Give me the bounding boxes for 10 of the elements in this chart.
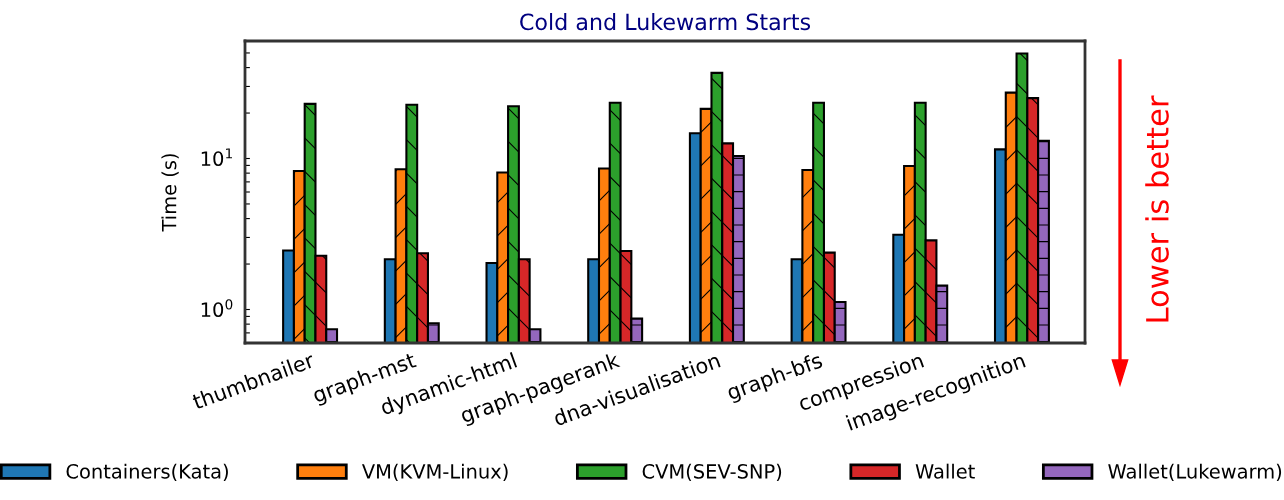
legend-label: VM(KVM-Linux) [361,463,508,482]
legend-label: CVM(SEV-SNP) [642,463,782,482]
y-tick-label: 10$^{0}$ [201,299,233,318]
text: Lower is better [1145,95,1169,322]
legend-label: Containers(Kata) [66,463,228,482]
y-axis-title: Time (s) [161,154,179,232]
legend-label: Wallet(Lukewarm) [1108,463,1282,482]
y-tick-label: 10$^{1}$ [201,148,232,167]
legend-label: Wallet [915,463,975,479]
chart-title: Cold and Lukewarm Starts [520,13,811,31]
